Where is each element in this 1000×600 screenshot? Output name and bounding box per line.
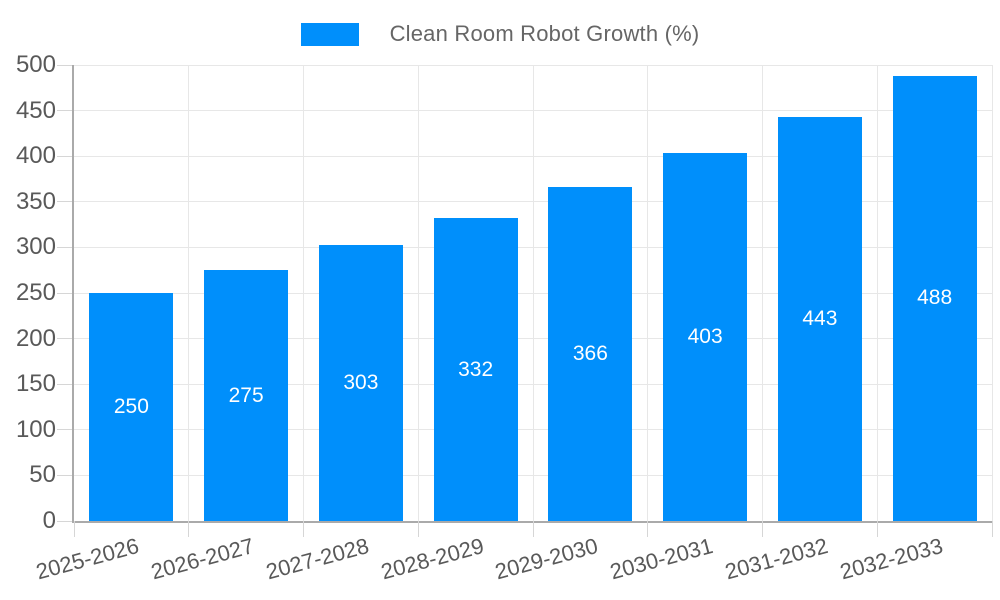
x-tick-mark: [303, 521, 304, 537]
y-axis-label: 250: [15, 279, 56, 306]
y-tick-mark: [57, 520, 73, 522]
x-gridline: [188, 65, 190, 521]
x-tick-mark: [762, 521, 763, 537]
y-axis-label: 200: [15, 324, 56, 352]
bar[interactable]: 250: [89, 293, 174, 521]
x-tick-mark: [532, 521, 534, 537]
x-tick-mark: [73, 521, 75, 537]
y-tick-mark: [57, 201, 73, 203]
bar-value-label: 403: [687, 325, 723, 349]
y-axis-label: 50: [29, 461, 56, 489]
bar-value-label: 443: [802, 306, 838, 330]
bar[interactable]: 275: [204, 270, 289, 521]
x-tick-mark: [876, 521, 878, 537]
bar-value-label: 303: [343, 370, 379, 394]
bar[interactable]: 303: [318, 244, 403, 521]
y-axis-label: 350: [15, 187, 56, 215]
bar[interactable]: 366: [548, 187, 633, 521]
x-gridline: [303, 65, 304, 521]
y-tick-mark: [57, 338, 73, 340]
y-axis-label: 150: [15, 370, 56, 398]
bar[interactable]: 332: [433, 218, 518, 521]
x-gridline: [991, 65, 993, 521]
legend-label: Clean Room Robot Growth (%): [389, 21, 700, 46]
y-tick-mark: [57, 429, 73, 431]
bar-value-label: 366: [572, 342, 608, 366]
x-tick-mark: [417, 521, 419, 537]
legend[interactable]: Clean Room Robot Growth (%): [0, 21, 1000, 47]
y-tick-mark: [57, 292, 73, 294]
y-tick-mark: [57, 474, 73, 476]
y-axis-label: 500: [15, 51, 56, 78]
bar[interactable]: 488: [892, 75, 977, 521]
y-tick-mark: [57, 383, 73, 385]
bar[interactable]: 443: [777, 116, 862, 521]
y-axis-line: [72, 65, 74, 523]
bar-value-label: 275: [228, 383, 264, 407]
y-axis-label: 450: [15, 96, 56, 124]
x-tick-mark: [188, 521, 190, 537]
bar[interactable]: 403: [663, 153, 748, 521]
bar-value-label: 332: [458, 357, 494, 381]
y-tick-mark: [57, 64, 73, 66]
y-axis-label: 100: [15, 415, 56, 443]
y-axis-label: 300: [15, 233, 56, 261]
x-gridline: [532, 65, 534, 521]
x-gridline: [762, 65, 763, 521]
x-gridline: [417, 65, 419, 521]
y-tick-mark: [57, 155, 73, 157]
bar-value-label: 250: [113, 395, 149, 418]
x-tick-mark: [991, 521, 993, 537]
x-axis-line: [72, 521, 992, 523]
bar-value-label: 488: [917, 286, 953, 310]
y-axis-label: 400: [15, 142, 56, 170]
x-tick-mark: [647, 521, 649, 537]
x-gridline: [876, 65, 878, 521]
y-tick-mark: [57, 110, 73, 112]
x-gridline: [647, 65, 649, 521]
y-tick-mark: [57, 246, 73, 248]
legend-swatch-icon: [300, 22, 359, 46]
y-axis-label: 0: [42, 507, 56, 534]
